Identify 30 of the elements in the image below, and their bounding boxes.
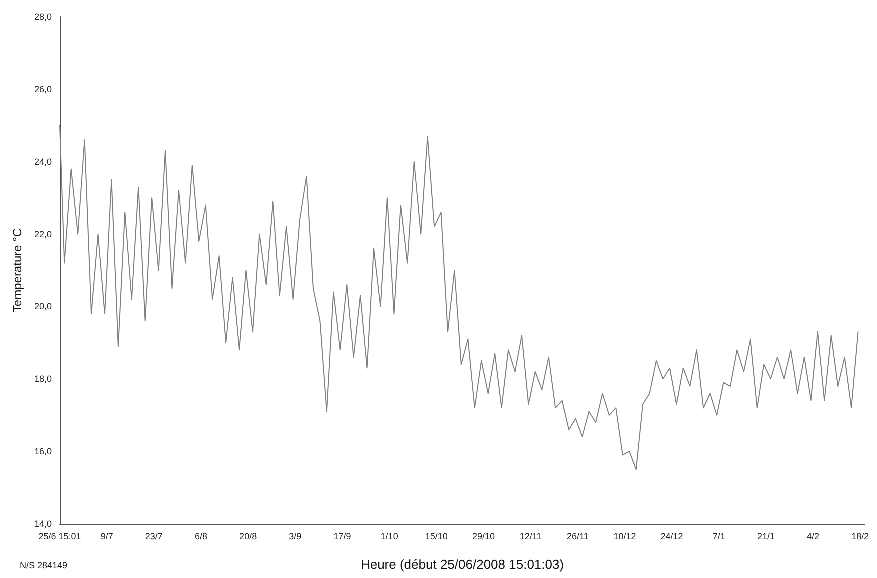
x-axis-title: Heure (début 25/06/2008 15:01:03): [360, 557, 564, 572]
y-tick-label: 28,0: [34, 12, 52, 22]
y-tick-label: 16,0: [34, 446, 52, 457]
x-tick-label: 20/8: [240, 532, 258, 542]
x-tick-label: 9/7: [100, 532, 114, 542]
y-tick-label: 22,0: [34, 229, 52, 240]
x-tick-label: 7/1: [712, 532, 726, 542]
text: N/S 284149: [20, 560, 68, 570]
x-tick-label: 1/10: [380, 532, 398, 542]
x-tick-label: 25/6 15:01: [38, 532, 82, 542]
x-tick-label: 24/12: [660, 532, 684, 542]
x-tick-label: 17/9: [334, 532, 352, 542]
line-series: [60, 125, 859, 470]
x-tick-label: 4/2: [807, 532, 820, 542]
x-tick-label: 10/12: [614, 532, 636, 542]
y-tick-label: 14,0: [34, 519, 52, 529]
x-tick-label: 18/2: [852, 532, 870, 542]
y-tick-label: 26,0: [34, 84, 52, 94]
x-tick-label: 3/9: [289, 532, 302, 542]
y-tick-label: 24,0: [34, 156, 52, 167]
x-tick-label: 15/10: [425, 532, 448, 542]
y-tick-label: 18,0: [34, 374, 52, 384]
x-tick-label: 23/7: [145, 532, 163, 542]
x-tick-label: 26/11: [566, 532, 589, 542]
x-tick-label: 6/8: [194, 532, 208, 542]
x-tick-label: 21/1: [757, 532, 775, 542]
x-tick-label: 12/11: [520, 532, 542, 542]
y-tick-label: 20,0: [34, 302, 52, 312]
y-axis-title: Temperature °C: [10, 228, 25, 313]
x-tick-label: 29/10: [472, 532, 495, 542]
